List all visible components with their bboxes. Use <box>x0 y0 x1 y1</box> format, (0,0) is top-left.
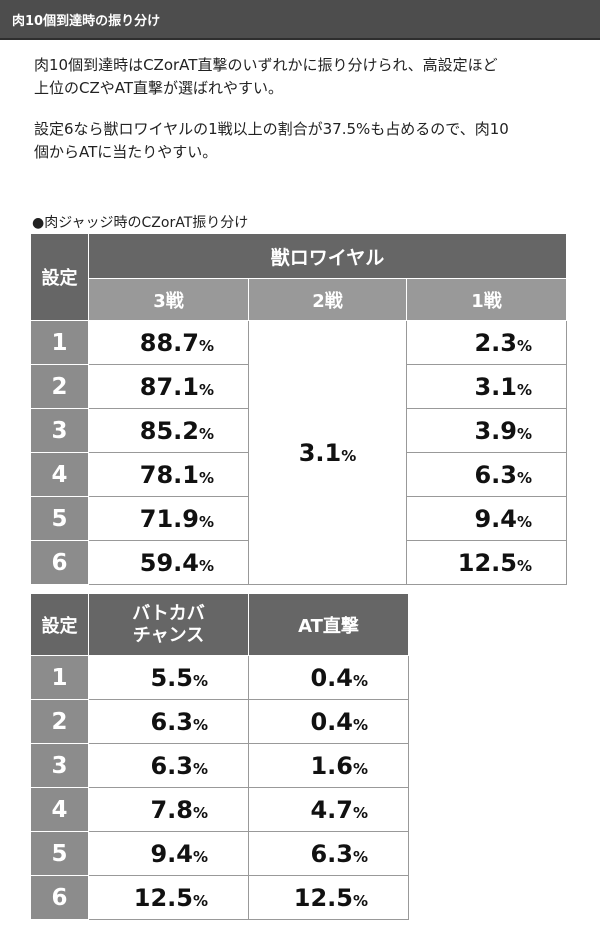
section-title: 肉10個到達時の振り分け <box>12 14 161 29</box>
section-header: 肉10個到達時の振り分け <box>0 0 600 40</box>
value-3sen: 78.1% <box>88 452 249 497</box>
value-battle-chance: 9.4% <box>88 831 249 876</box>
table-row: 6 59.4% 12.5% <box>30 540 568 585</box>
table-row: 2 6.3% 0.4% <box>30 699 409 744</box>
intro-paragraph-2: 設定6なら獣ロワイヤルの1戦以上の割合が37.5%も占めるので、肉10 個からA… <box>34 118 586 164</box>
value-at-direct: 4.7% <box>248 787 409 832</box>
setting-label: 5 <box>30 831 89 876</box>
value-1sen: 3.1% <box>405 364 568 409</box>
value-battle-chance: 12.5% <box>88 875 249 920</box>
value-3sen: 88.7% <box>88 320 249 365</box>
value-1sen: 2.3% <box>405 320 568 365</box>
value-1sen: 3.9% <box>405 408 568 453</box>
table1-setting-header: 設定 <box>30 233 89 321</box>
value-at-direct: 0.4% <box>248 699 409 744</box>
value-at-direct: 0.4% <box>248 655 409 700</box>
setting-label: 6 <box>30 540 89 585</box>
value-battle-chance: 7.8% <box>88 787 249 832</box>
table1-caption: ●肉ジャッジ時のCZorAT振り分け <box>32 215 249 231</box>
value-1sen: 12.5% <box>405 540 568 585</box>
value-at-direct: 12.5% <box>248 875 409 920</box>
intro-p2-line1: 設定6なら獣ロワイヤルの1戦以上の割合が37.5%も占めるので、肉10 <box>34 120 509 138</box>
value-1sen: 9.4% <box>405 496 568 541</box>
table-row: 2 87.1% 3.1% <box>30 364 568 409</box>
table-row: 5 71.9% 9.4% <box>30 496 568 541</box>
setting-label: 4 <box>30 787 89 832</box>
setting-label: 5 <box>30 496 89 541</box>
table-row: 6 12.5% 12.5% <box>30 875 409 920</box>
setting-label: 2 <box>30 364 89 409</box>
table-row: 1 5.5% 0.4% <box>30 655 409 700</box>
value-3sen: 59.4% <box>88 540 249 585</box>
value-3sen: 87.1% <box>88 364 249 409</box>
table-row: 5 9.4% 6.3% <box>30 831 409 876</box>
table-row: 4 7.8% 4.7% <box>30 787 409 832</box>
value-2sen-merged: 3.1% <box>248 320 407 585</box>
setting-label: 1 <box>30 320 89 365</box>
setting-label: 6 <box>30 875 89 920</box>
intro-p1-line1: 肉10個到達時はCZorAT直撃のいずれかに振り分けられ、高設定ほど <box>34 56 498 74</box>
table1-col-2sen: 2戦 <box>248 278 407 321</box>
intro-p1-line2: 上位のCZやAT直撃が選ばれやすい。 <box>34 79 284 97</box>
table2-setting-header: 設定 <box>30 593 89 656</box>
table-row: 3 6.3% 1.6% <box>30 743 409 788</box>
value-battle-chance: 6.3% <box>88 743 249 788</box>
table2-col-at-direct: AT直撃 <box>248 593 409 656</box>
value-3sen: 85.2% <box>88 408 249 453</box>
table2-col-battle-chance: バトカバ チャンス <box>88 593 249 656</box>
setting-label: 1 <box>30 655 89 700</box>
table-row: 1 88.7% 3.1% 2.3% <box>30 320 568 585</box>
table-row: 4 78.1% 6.3% <box>30 452 568 497</box>
value-at-direct: 6.3% <box>248 831 409 876</box>
setting-label: 4 <box>30 452 89 497</box>
value-battle-chance: 6.3% <box>88 699 249 744</box>
value-3sen: 71.9% <box>88 496 249 541</box>
table1-col-3sen: 3戦 <box>88 278 249 321</box>
setting-label: 3 <box>30 408 89 453</box>
battle-at-table: 設定 バトカバ チャンス AT直撃 1 5.5% 0.4% 2 6.3% 0.4%… <box>30 593 409 920</box>
table-row: 3 85.2% 3.9% <box>30 408 568 453</box>
czat-distribution-table: 設定 獣ロワイヤル 3戦 2戦 1戦 1 88.7% 3.1% 2.3% 2 8… <box>30 233 568 585</box>
table1-group-header: 獣ロワイヤル <box>87 233 568 279</box>
value-battle-chance: 5.5% <box>88 655 249 700</box>
value-at-direct: 1.6% <box>248 743 409 788</box>
intro-paragraph-1: 肉10個到達時はCZorAT直撃のいずれかに振り分けられ、高設定ほど 上位のCZ… <box>34 54 586 100</box>
intro-p2-line2: 個からATに当たりやすい。 <box>34 143 218 161</box>
value-1sen: 6.3% <box>405 452 568 497</box>
setting-label: 2 <box>30 699 89 744</box>
setting-label: 3 <box>30 743 89 788</box>
table1-col-1sen: 1戦 <box>405 278 568 321</box>
